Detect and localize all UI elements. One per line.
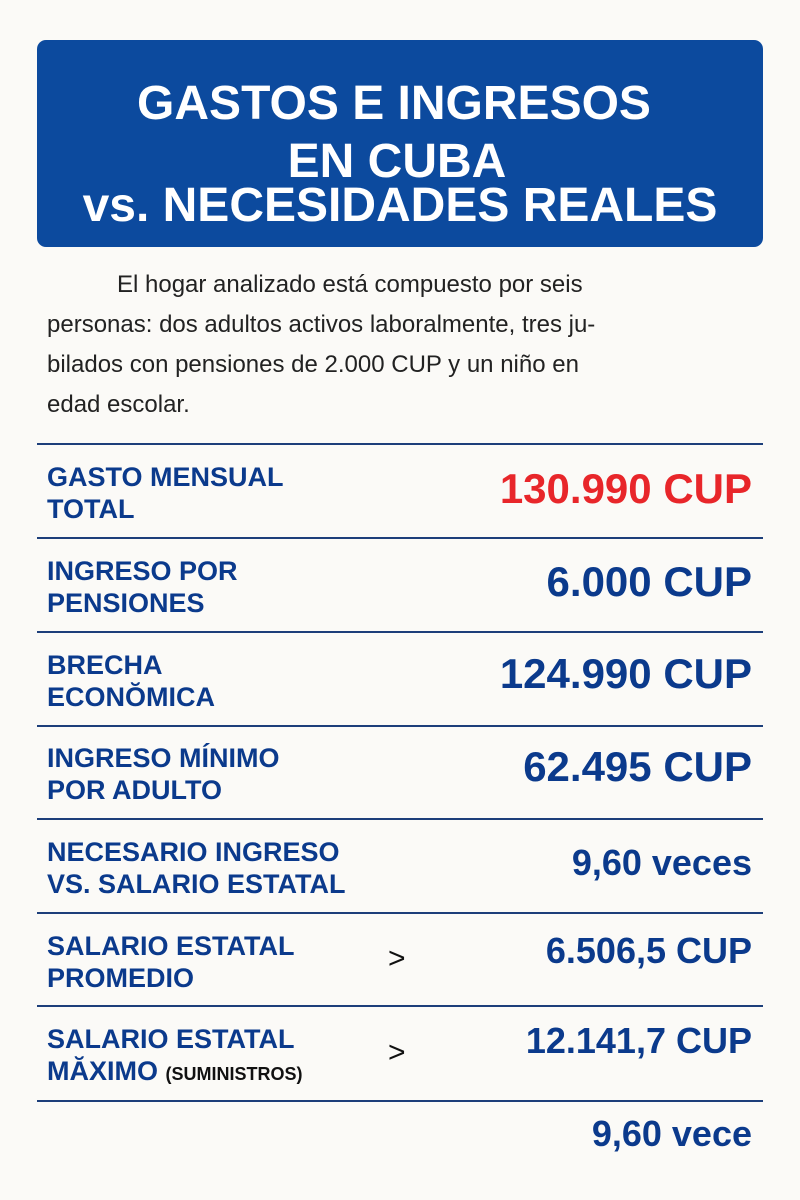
row-label-gasto-mensual: GASTO MENSUAL TOTAL [47, 462, 284, 524]
row-label-salario-maximo: SALARIO ESTATAL MĂXIMO (SUMINISTROS) [47, 1024, 303, 1086]
intro-line: personas: dos adultos activos laboralmen… [47, 311, 596, 338]
footer-value: 9,60 vece [591, 1113, 752, 1154]
title-line-2: EN CUBA [287, 135, 507, 188]
row-value-brecha: 124.990 CUP [499, 650, 752, 697]
row-label-necesario-ingreso: NECESARIO INGRESO VS. SALARIO ESTATAL [47, 837, 346, 899]
row-value-salario-maximo: 12.141,7 CUP [525, 1020, 752, 1061]
row-label-ingreso-minimo: INGRESO MÍNIMO POR ADULTO [47, 743, 280, 805]
row-value-ingreso-pensiones: 6.000 CUP [546, 558, 752, 605]
divider [37, 725, 763, 727]
divider [37, 443, 763, 445]
divider [37, 631, 763, 633]
title-line-1: GASTOS E INGRESOS [137, 77, 651, 130]
row-value-salario-promedio: 6.506,5 CUP [545, 930, 752, 971]
row-label-ingreso-pensiones: INGRESO POR PENSIONES [47, 556, 238, 618]
row-label-salario-promedio: SALARIO ESTATAL PROMEDIO [47, 931, 295, 993]
title-banner: GASTOS E INGRESOS EN CUBA vs. NECESIDADE… [37, 40, 763, 247]
intro-paragraph: El hogar analizado está compuesto por se… [47, 265, 767, 425]
divider [37, 1100, 763, 1102]
title-line-3: vs. NECESIDADES REALES [82, 179, 718, 232]
row-value-ingreso-minimo: 62.495 CUP [523, 743, 752, 790]
divider [37, 537, 763, 539]
intro-line: El hogar analizado está compuesto por se… [117, 271, 583, 298]
intro-line: bilados con pensiones de 2.000 CUP y un … [47, 351, 579, 378]
row-value-necesario-ingreso: 9,60 veces [571, 842, 752, 883]
greater-than-symbol: > [388, 942, 406, 975]
row-value-gasto-mensual: 130.990 CUP [499, 465, 752, 512]
row-label-brecha: BRECHA ECONŎMICA [47, 650, 215, 712]
greater-than-symbol: > [388, 1036, 406, 1069]
divider [37, 1005, 763, 1007]
divider [37, 912, 763, 914]
divider [37, 818, 763, 820]
intro-line: edad escolar. [47, 391, 190, 418]
